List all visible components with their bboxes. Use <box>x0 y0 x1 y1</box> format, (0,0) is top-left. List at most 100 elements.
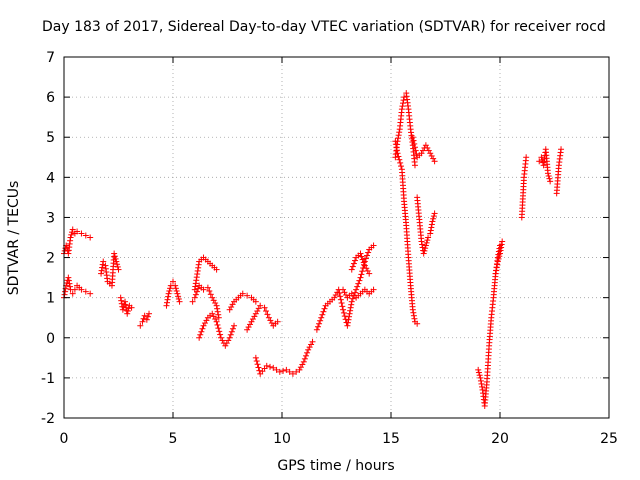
data-point <box>112 255 119 262</box>
y-axis-label: SDTVAR / TECUs <box>6 181 22 296</box>
data-point <box>398 163 405 170</box>
x-tick-label: 25 <box>600 431 618 447</box>
data-point <box>123 304 130 311</box>
grid <box>64 57 609 418</box>
data-point <box>111 253 118 260</box>
data-point <box>419 147 426 154</box>
data-point <box>545 172 552 179</box>
data-point <box>345 316 352 323</box>
data-point <box>213 266 220 273</box>
data-point <box>476 372 483 379</box>
data-point <box>365 249 372 256</box>
data-point <box>425 234 432 241</box>
data-point <box>196 334 203 341</box>
data-point <box>424 237 431 244</box>
data-point <box>217 331 224 338</box>
data-point <box>170 278 176 285</box>
data-point <box>319 311 326 318</box>
data-point <box>223 340 230 347</box>
data-point <box>411 144 418 151</box>
data-point <box>399 103 406 110</box>
data-point <box>331 294 338 301</box>
data-point <box>296 366 303 373</box>
data-point <box>477 377 484 384</box>
data-point <box>82 288 89 295</box>
data-points <box>61 90 565 409</box>
y-tick-label: -2 <box>41 411 55 427</box>
data-point <box>427 227 434 234</box>
data-point <box>100 258 107 265</box>
data-point <box>357 250 364 257</box>
data-point <box>393 144 400 151</box>
data-point <box>74 228 81 235</box>
data-point <box>255 364 262 371</box>
data-point <box>361 262 368 269</box>
data-point <box>229 301 236 308</box>
data-point <box>362 255 369 262</box>
data-point <box>336 289 343 296</box>
data-point <box>254 361 261 368</box>
data-point <box>340 309 347 316</box>
data-point <box>198 328 205 335</box>
data-point <box>498 241 505 248</box>
data-point <box>165 293 172 300</box>
data-point <box>348 301 355 308</box>
data-point <box>256 367 263 374</box>
data-point <box>98 267 105 274</box>
data-point <box>410 137 417 144</box>
data-point <box>280 367 287 374</box>
data-point <box>411 162 418 169</box>
data-point <box>337 293 344 300</box>
data-point <box>395 132 402 139</box>
data-point <box>357 274 364 281</box>
x-tick-label: 5 <box>169 431 178 447</box>
data-point <box>207 291 214 298</box>
data-point <box>424 144 431 151</box>
data-point <box>66 280 73 287</box>
x-axis: 0 5 10 15 20 25 <box>60 57 618 447</box>
data-point <box>226 306 233 313</box>
data-point <box>209 294 216 301</box>
data-point <box>254 308 261 315</box>
x-axis-label: GPS time / hours <box>277 458 394 474</box>
data-point <box>497 250 503 257</box>
data-point <box>352 257 359 264</box>
data-point <box>212 300 219 307</box>
data-point <box>418 238 425 245</box>
data-point <box>267 317 274 324</box>
data-point <box>410 312 417 319</box>
data-point <box>539 159 546 166</box>
data-point <box>268 320 275 327</box>
data-point <box>401 94 408 101</box>
data-point <box>141 312 148 319</box>
data-point <box>363 265 370 272</box>
data-point <box>286 368 293 375</box>
data-point <box>253 358 260 365</box>
data-point <box>428 224 435 231</box>
data-point <box>245 324 252 331</box>
data-point <box>494 261 501 268</box>
data-point <box>392 138 399 145</box>
data-point <box>395 153 402 160</box>
data-point <box>496 253 503 260</box>
data-point <box>247 321 254 328</box>
data-point <box>273 366 280 373</box>
data-point <box>427 230 434 237</box>
data-point <box>99 264 106 271</box>
data-point <box>229 325 236 332</box>
data-point <box>347 307 354 314</box>
data-point <box>69 226 76 233</box>
data-point <box>200 286 207 293</box>
data-point <box>309 338 316 345</box>
chart-title: Day 183 of 2017, Sidereal Day-to-day VTE… <box>42 19 606 35</box>
data-point <box>244 292 251 299</box>
data-point <box>146 310 153 317</box>
data-point <box>430 155 437 162</box>
data-point <box>99 261 106 268</box>
data-point <box>244 326 251 333</box>
data-point <box>139 318 146 325</box>
data-point <box>69 290 76 297</box>
data-point <box>122 301 129 308</box>
y-tick-label: 3 <box>46 210 55 226</box>
data-point <box>317 317 324 324</box>
